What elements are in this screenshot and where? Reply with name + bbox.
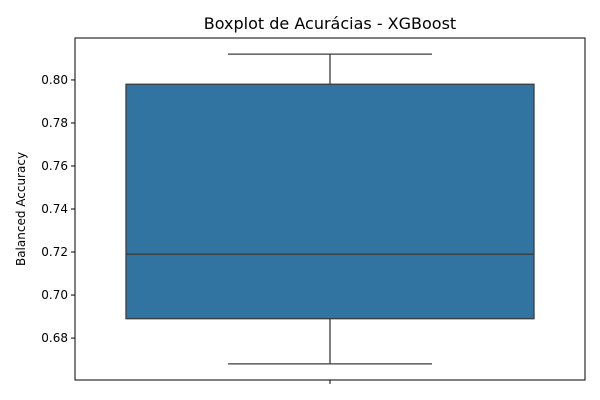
y-axis-label: Balanced Accuracy <box>14 152 28 266</box>
y-tick-label: 0.74 <box>41 202 68 216</box>
y-tick-label: 0.78 <box>41 116 68 130</box>
y-tick-label: 0.72 <box>41 245 68 259</box>
chart-title: Boxplot de Acurácias - XGBoost <box>204 14 456 33</box>
plot-frame <box>74 37 586 381</box>
y-tick-label: 0.80 <box>41 73 68 87</box>
iqr-box <box>125 83 535 320</box>
box-group <box>125 53 535 365</box>
y-tick-label: 0.68 <box>41 331 68 345</box>
y-tick-label: 0.76 <box>41 159 68 173</box>
y-axis-ticks: 0.68 0.70 0.72 0.74 0.76 0.78 0.80 <box>41 73 75 345</box>
y-tick-label: 0.70 <box>41 288 68 302</box>
